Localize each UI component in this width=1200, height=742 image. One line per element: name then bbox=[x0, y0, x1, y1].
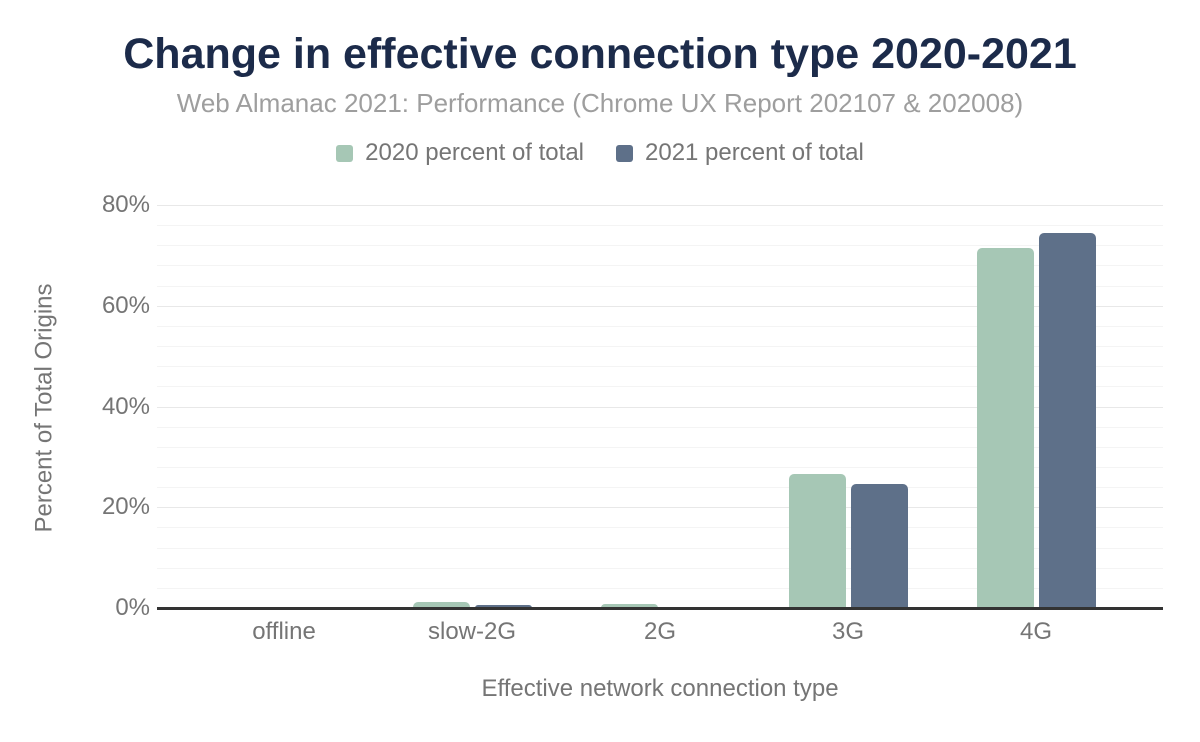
minor-gridline bbox=[157, 285, 1163, 287]
bar-2020-slow-2G bbox=[412, 602, 470, 608]
chart-subtitle: Web Almanac 2021: Performance (Chrome UX… bbox=[176, 88, 1024, 118]
major-gridline bbox=[157, 205, 1163, 206]
minor-gridline bbox=[157, 547, 1163, 549]
major-gridline bbox=[157, 406, 1163, 408]
minor-gridline bbox=[157, 426, 1163, 428]
minor-gridline bbox=[157, 386, 1163, 388]
bar-2021-3G bbox=[850, 483, 908, 608]
chart-title: Change in effective connection type 2020… bbox=[123, 30, 1077, 78]
legend-swatch-2020-icon bbox=[336, 144, 354, 162]
legend-item-2021: 2021 percent of total bbox=[616, 141, 864, 165]
minor-gridline bbox=[157, 466, 1163, 468]
bar-2020-4G bbox=[976, 248, 1034, 608]
bar-2021-4G bbox=[1038, 233, 1096, 608]
plot-area bbox=[157, 205, 1163, 610]
major-gridline bbox=[157, 507, 1163, 509]
y-tick-label-80: 80% bbox=[101, 191, 150, 218]
minor-gridline bbox=[157, 366, 1163, 368]
legend: 2020 percent of total 2021 percent of to… bbox=[0, 141, 1200, 165]
minor-gridline bbox=[157, 487, 1163, 489]
x-category-label-offline: offline bbox=[252, 618, 316, 645]
minor-gridline bbox=[157, 446, 1163, 448]
minor-gridline bbox=[157, 265, 1163, 267]
y-tick-label-0: 0% bbox=[115, 594, 150, 621]
x-category-label-3G: 3G bbox=[831, 618, 864, 645]
minor-gridline bbox=[157, 225, 1163, 227]
major-gridline bbox=[157, 305, 1163, 307]
legend-swatch-2021-icon bbox=[616, 144, 633, 162]
x-category-label-4G: 4G bbox=[1019, 618, 1052, 645]
x-axis-baseline bbox=[157, 607, 1163, 610]
legend-label-2021: 2021 percent of total bbox=[645, 139, 864, 166]
bar-2020-2G bbox=[600, 603, 658, 608]
minor-gridline bbox=[157, 587, 1163, 589]
minor-gridline bbox=[157, 245, 1163, 247]
minor-gridline bbox=[157, 527, 1163, 529]
x-category-label-2G: 2G bbox=[643, 618, 676, 645]
x-axis-title: Effective network connection type bbox=[481, 675, 839, 702]
bar-2020-3G bbox=[788, 473, 846, 608]
legend-label-2020: 2020 percent of total bbox=[365, 139, 584, 166]
y-tick-label-40: 40% bbox=[101, 392, 150, 420]
y-tick-label-20: 20% bbox=[101, 493, 150, 521]
minor-gridline bbox=[157, 325, 1163, 327]
minor-gridline bbox=[157, 567, 1163, 569]
y-tick-label-60: 60% bbox=[101, 291, 150, 319]
legend-item-2020: 2020 percent of total bbox=[336, 141, 584, 165]
minor-gridline bbox=[157, 346, 1163, 348]
x-category-label-slow-2G: slow-2G bbox=[427, 618, 517, 645]
bar-2021-slow-2G bbox=[474, 604, 532, 608]
